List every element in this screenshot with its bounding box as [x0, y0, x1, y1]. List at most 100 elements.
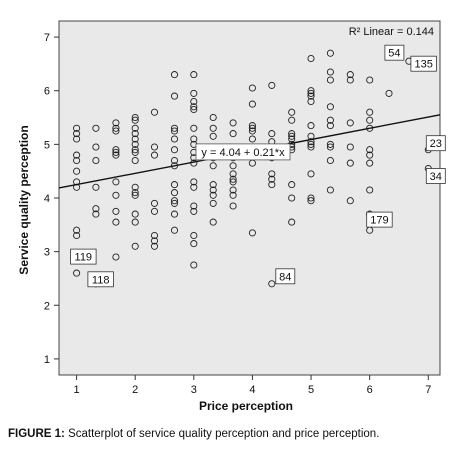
- data-point: [229, 191, 237, 199]
- data-point: [288, 108, 296, 116]
- case-label-box: [366, 211, 393, 228]
- data-point: [366, 116, 374, 124]
- x-tick-label: 3: [191, 384, 197, 396]
- data-point: [170, 226, 179, 234]
- x-tick-label: 2: [132, 384, 138, 396]
- data-point: [150, 151, 159, 159]
- data-point: [307, 138, 315, 146]
- data-point: [150, 199, 159, 207]
- caption-figure-label: FIGURE 1:: [8, 428, 65, 440]
- x-tick-label: 4: [249, 384, 255, 396]
- data-point: [248, 84, 256, 92]
- data-point: [366, 151, 374, 159]
- data-point: [73, 151, 81, 159]
- data-point: [131, 113, 139, 122]
- case-label-box: [70, 248, 97, 265]
- y-tick-label: 4: [44, 193, 50, 205]
- data-point: [307, 92, 315, 100]
- data-point: [131, 189, 139, 197]
- data-point: [150, 207, 159, 215]
- case-label: 34: [425, 168, 446, 184]
- data-point: [326, 143, 334, 151]
- data-point: [268, 181, 276, 189]
- x-tick-label: 7: [425, 384, 431, 396]
- case-label-box: [410, 55, 437, 72]
- data-point: [366, 108, 374, 116]
- data-point: [73, 124, 81, 132]
- data-point: [209, 124, 217, 132]
- data-point: [190, 183, 198, 191]
- data-point: [209, 113, 217, 122]
- data-point: [248, 135, 256, 143]
- data-point: [326, 156, 334, 165]
- data-point: [326, 122, 334, 130]
- data-point: [268, 170, 276, 178]
- case-label-box: [87, 271, 114, 288]
- data-point: [190, 135, 198, 143]
- data-point: [170, 146, 179, 154]
- data-point: [131, 218, 139, 226]
- data-point: [190, 103, 198, 111]
- data-point: [73, 167, 81, 175]
- case-label-text: 135: [415, 59, 433, 71]
- data-point: [170, 71, 179, 79]
- x-axis-title: Price perception: [199, 399, 293, 413]
- data-point: [73, 156, 81, 165]
- data-point: [112, 148, 120, 156]
- data-point: [366, 146, 374, 154]
- data-point: [346, 197, 354, 205]
- data-point: [288, 130, 296, 138]
- case-label: 118: [87, 271, 114, 288]
- data-point: [229, 175, 237, 183]
- data-point: [131, 124, 139, 132]
- data-point: [150, 108, 159, 116]
- data-point: [92, 156, 100, 165]
- data-point: [190, 124, 198, 132]
- data-point: [366, 186, 374, 194]
- data-point: [170, 124, 179, 132]
- data-point: [112, 151, 120, 159]
- data-point: [346, 71, 354, 79]
- data-point: [170, 181, 179, 189]
- data-point: [209, 181, 217, 189]
- data-point: [112, 127, 120, 135]
- data-point: [170, 135, 179, 143]
- case-label: 135: [410, 55, 437, 72]
- data-point: [190, 178, 198, 186]
- data-point: [170, 210, 179, 218]
- case-label: 23: [425, 135, 446, 152]
- equation-text: y = 4.04 + 0.21*x: [201, 147, 285, 159]
- data-point: [73, 269, 81, 277]
- data-point: [268, 175, 276, 183]
- data-point: [229, 202, 237, 210]
- figure-caption: FIGURE 1: Scatterplot of service quality…: [8, 428, 379, 440]
- y-tick-label: 6: [44, 86, 50, 98]
- data-point: [190, 240, 198, 248]
- data-point: [307, 143, 315, 151]
- data-point: [190, 97, 198, 106]
- case-label-text: 54: [388, 48, 400, 60]
- data-point: [150, 143, 159, 151]
- data-point: [326, 186, 334, 194]
- data-point: [326, 140, 334, 148]
- data-point: [92, 124, 100, 132]
- data-point: [150, 242, 159, 250]
- y-axis: 1 2 3 4 5 6 7: [44, 32, 59, 366]
- data-point: [131, 146, 139, 154]
- data-point: [366, 159, 374, 167]
- data-point: [170, 127, 179, 135]
- data-point: [131, 156, 139, 165]
- data-point: [307, 87, 315, 95]
- data-point: [209, 199, 217, 207]
- data-point: [170, 197, 179, 205]
- data-point: [112, 178, 120, 186]
- data-point: [112, 207, 120, 215]
- data-point: [112, 253, 120, 261]
- data-point: [190, 231, 198, 240]
- data-point: [248, 100, 256, 108]
- x-tick-label: 1: [74, 384, 80, 396]
- data-point: [92, 143, 100, 151]
- data-point: [288, 116, 296, 124]
- data-point: [131, 148, 139, 156]
- data-point: [229, 178, 237, 186]
